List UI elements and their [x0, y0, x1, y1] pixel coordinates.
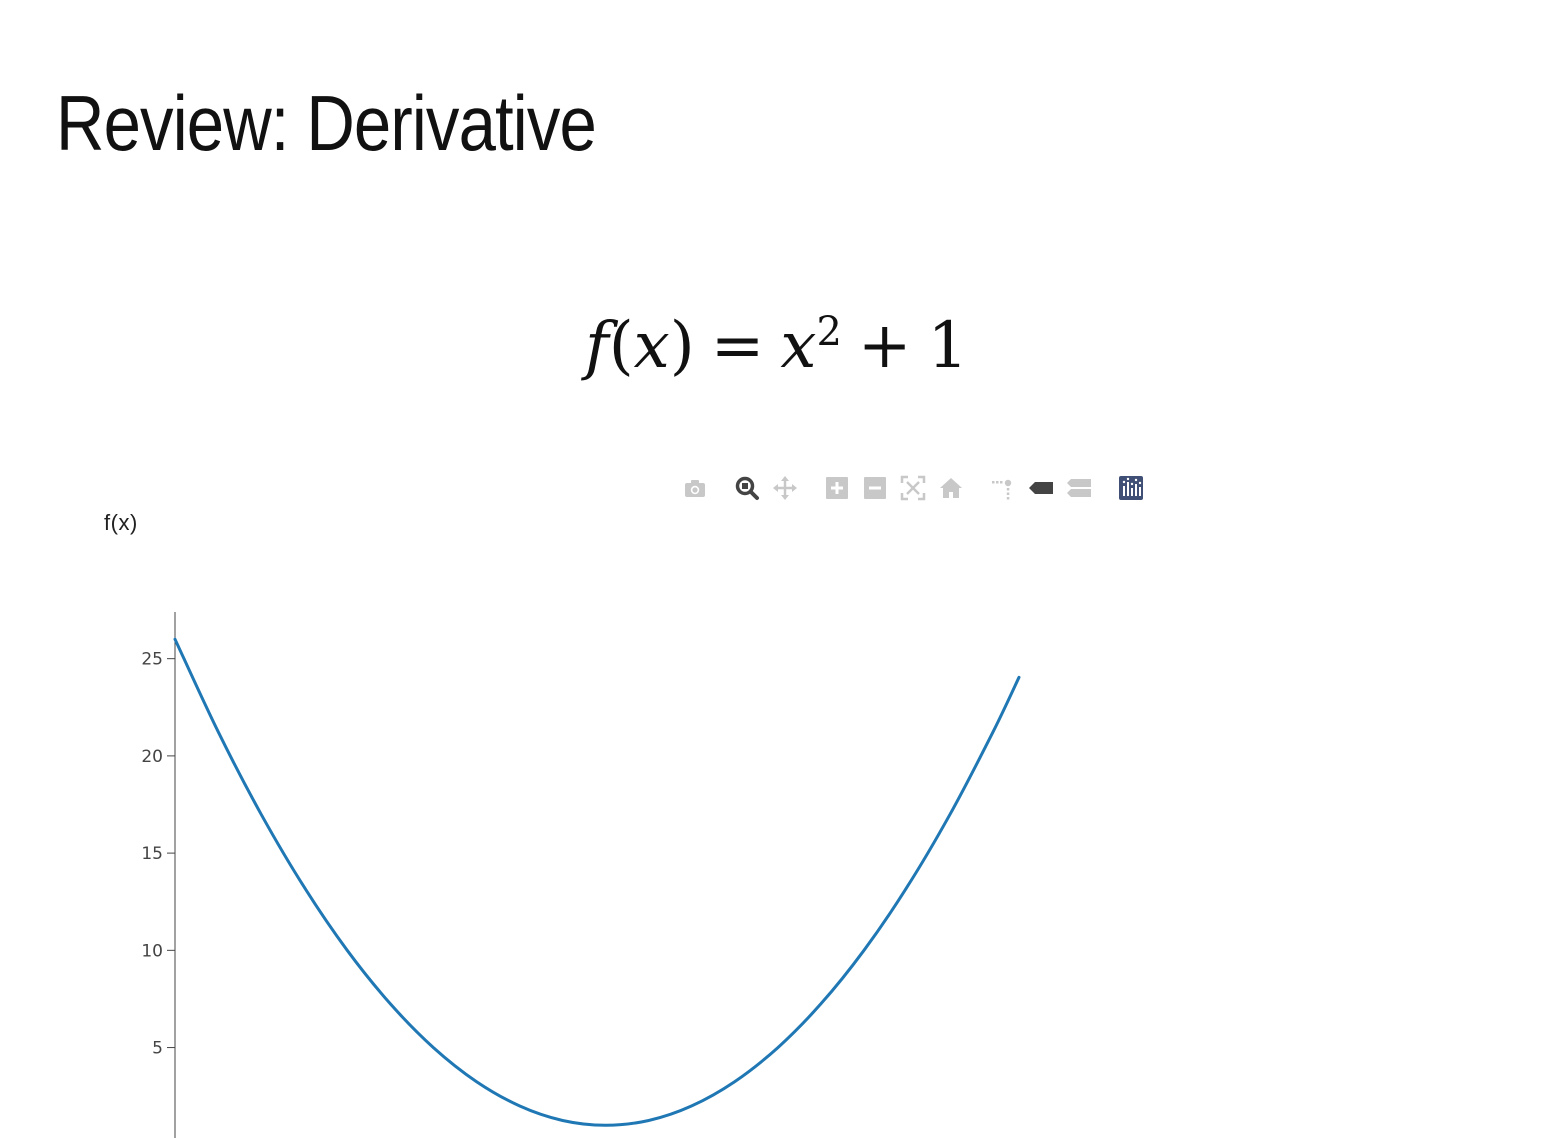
pan-icon[interactable] — [772, 475, 798, 501]
slide-title: Review: Derivative — [56, 79, 597, 167]
autoscale-icon[interactable] — [900, 475, 926, 501]
plotly-logo-icon[interactable] — [1118, 475, 1144, 501]
function-equation: f(x) = x2 +1 — [585, 292, 968, 386]
spike-lines-icon[interactable] — [990, 475, 1016, 501]
plot-modebar — [682, 474, 1170, 502]
y-tick-label: 20 — [141, 747, 163, 767]
modebar-group-logo — [1118, 475, 1156, 501]
series-line — [173, 637, 1021, 1127]
equation-function-name: f — [585, 309, 609, 383]
equation-variable: x — [780, 309, 817, 383]
equation-equals: = — [710, 309, 765, 383]
equation-plus: + — [857, 309, 912, 383]
equation-close-paren: ) — [669, 309, 695, 383]
modebar-group-zoom — [824, 475, 976, 501]
equation-exponent: 2 — [816, 309, 842, 355]
modebar-group-export — [682, 475, 720, 501]
y-axis-title: f(x) — [104, 510, 138, 535]
y-tick-label: 10 — [141, 941, 163, 961]
y-tick-label: 5 — [152, 1039, 163, 1059]
camera-icon[interactable] — [682, 475, 708, 501]
modebar-group-drag — [734, 475, 810, 501]
zoom-in-icon[interactable] — [824, 475, 850, 501]
modebar-group-hover — [990, 475, 1104, 501]
zoom-icon[interactable] — [734, 475, 760, 501]
y-tick-label: 15 — [141, 844, 163, 864]
equation-constant: 1 — [927, 309, 969, 383]
home-icon[interactable] — [938, 475, 964, 501]
hover-closest-icon[interactable] — [1028, 475, 1054, 501]
zoom-out-icon[interactable] — [862, 475, 888, 501]
equation-open-paren: ( — [608, 309, 634, 383]
y-tick-label: 25 — [141, 650, 163, 670]
equation-argument: x — [633, 309, 670, 383]
hover-compare-icon[interactable] — [1066, 475, 1092, 501]
